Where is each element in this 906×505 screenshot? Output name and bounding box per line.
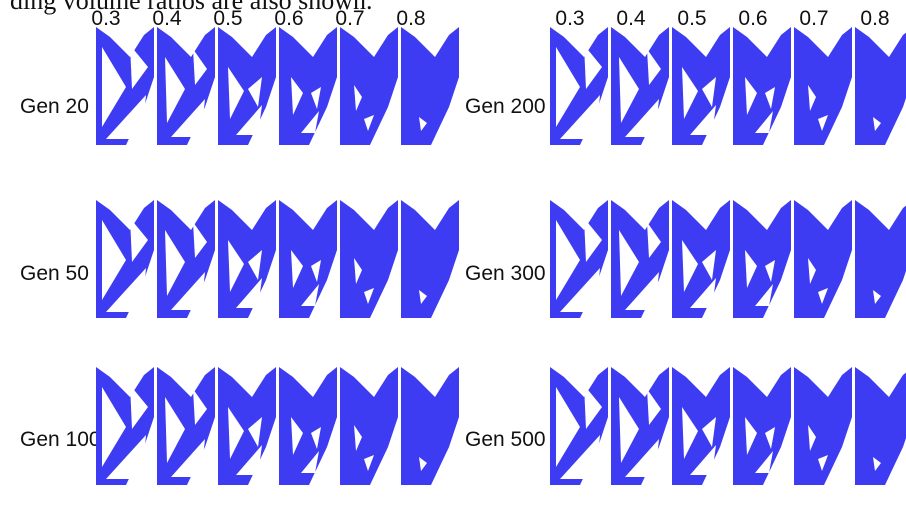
topology-design-shape <box>218 27 278 145</box>
topology-design-shape <box>279 27 339 145</box>
volume-ratio-label: 0.3 <box>555 7 585 30</box>
topology-design-shape <box>340 27 400 145</box>
volume-ratio-label: 0.7 <box>799 7 829 30</box>
topology-design-shape <box>672 367 732 485</box>
topology-design-shape <box>855 367 906 485</box>
generation-label: Gen 50 <box>20 262 89 285</box>
volume-ratio-label: 0.8 <box>396 7 426 30</box>
topology-design-shape <box>340 367 400 485</box>
topology-design-shape <box>401 200 461 318</box>
volume-ratio-label: 0.5 <box>677 7 707 30</box>
topology-design-shape <box>96 367 156 485</box>
topology-design-shape <box>733 367 793 485</box>
topology-design-shape <box>96 200 156 318</box>
volume-ratio-label: 0.6 <box>738 7 768 30</box>
topology-design-shape <box>340 200 400 318</box>
topology-design-shape <box>218 367 278 485</box>
volume-ratio-label: 0.4 <box>152 7 182 30</box>
volume-ratio-label: 0.6 <box>274 7 304 30</box>
topology-design-shape <box>157 27 217 145</box>
topology-design-shape <box>96 27 156 145</box>
topology-design-shape <box>157 367 217 485</box>
volume-ratio-label: 0.8 <box>860 7 890 30</box>
generation-label: Gen 100 <box>20 428 101 451</box>
topology-design-shape <box>672 200 732 318</box>
topology-design-shape <box>218 200 278 318</box>
topology-design-shape <box>611 27 671 145</box>
topology-design-shape <box>794 27 854 145</box>
topology-design-shape <box>855 200 906 318</box>
volume-ratio-label: 0.7 <box>335 7 365 30</box>
topology-design-shape <box>401 367 461 485</box>
topology-design-shape <box>157 200 217 318</box>
topology-design-shape <box>672 27 732 145</box>
topology-design-shape <box>855 27 906 145</box>
topology-design-shape <box>550 200 610 318</box>
topology-design-shape <box>611 200 671 318</box>
generation-label: Gen 200 <box>465 95 546 118</box>
topology-design-shape <box>279 200 339 318</box>
volume-ratio-label: 0.5 <box>213 7 243 30</box>
topology-design-shape <box>794 200 854 318</box>
generation-label: Gen 20 <box>20 95 89 118</box>
topology-design-shape <box>550 367 610 485</box>
topology-design-shape <box>733 27 793 145</box>
topology-design-shape <box>794 367 854 485</box>
volume-ratio-label: 0.3 <box>91 7 121 30</box>
topology-design-shape <box>401 27 461 145</box>
topology-design-shape <box>550 27 610 145</box>
generation-label: Gen 500 <box>465 428 546 451</box>
topology-design-shape <box>611 367 671 485</box>
volume-ratio-label: 0.4 <box>616 7 646 30</box>
topology-design-shape <box>279 367 339 485</box>
figure-caption: ding volume ratios are also shown. <box>10 0 373 15</box>
generation-label: Gen 300 <box>465 262 546 285</box>
topology-design-shape <box>733 200 793 318</box>
